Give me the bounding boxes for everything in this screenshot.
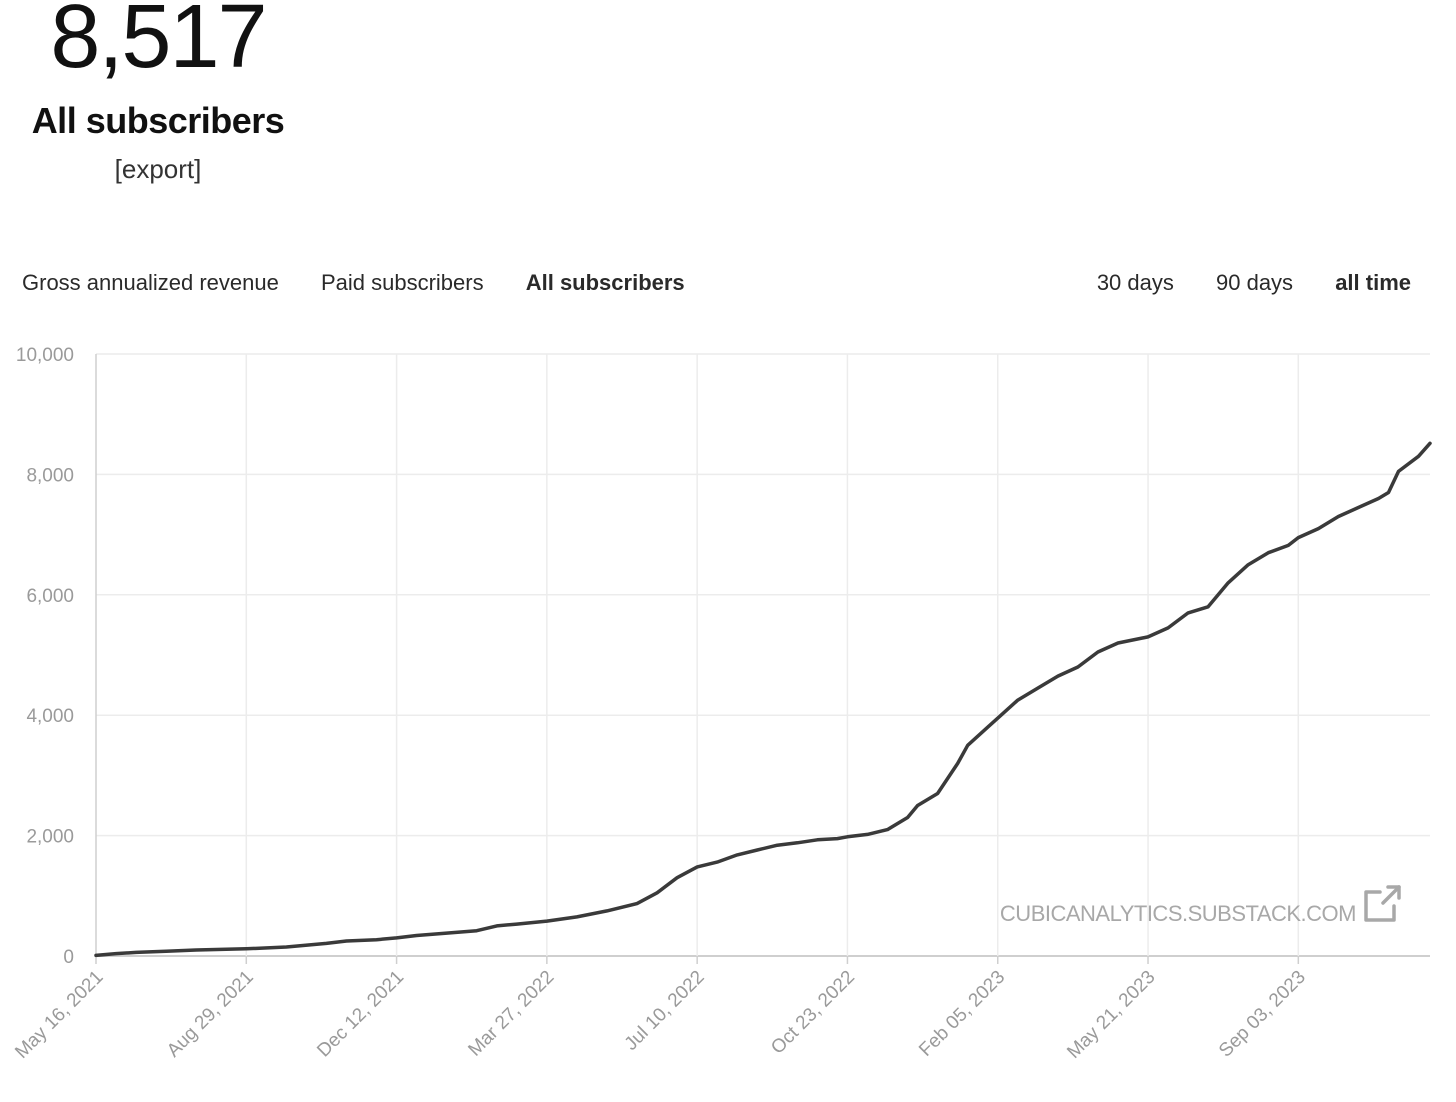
y-tick-label: 10,000 bbox=[16, 345, 74, 366]
y-tick-label: 6,000 bbox=[26, 586, 74, 607]
x-axis-ticks: May 16, 2021 Aug 29, 2021 Dec 12, 2021 Mar … bbox=[11, 967, 1310, 1063]
x-tick-label: Sep 03, 2023 bbox=[1215, 967, 1310, 1062]
x-tick-label: Mar 27, 2022 bbox=[464, 967, 558, 1061]
x-tick-label: Oct 23, 2022 bbox=[767, 967, 859, 1059]
tab-gross-annualized-revenue[interactable]: Gross annualized revenue bbox=[22, 270, 279, 295]
range-all-time[interactable]: all time bbox=[1335, 270, 1411, 295]
range-tabs: 30 days 90 days all time bbox=[1061, 270, 1411, 296]
tab-all-subscribers[interactable]: All subscribers bbox=[525, 270, 685, 295]
range-90-days[interactable]: 90 days bbox=[1216, 270, 1294, 295]
x-tick-label: May 21, 2023 bbox=[1063, 967, 1159, 1063]
x-tick-label: May 16, 2021 bbox=[11, 967, 107, 1063]
watermark-text: CUBICANALYTICS.SUBSTACK.COM bbox=[1000, 901, 1356, 926]
x-tick-label: Feb 05, 2023 bbox=[915, 967, 1009, 1061]
x-tick-label: Jul 10, 2022 bbox=[621, 967, 709, 1055]
external-link-icon[interactable] bbox=[1364, 885, 1401, 922]
range-30-days[interactable]: 30 days bbox=[1096, 270, 1174, 295]
subscriber-count: 8,517 bbox=[50, 0, 267, 87]
export-link[interactable]: [export] bbox=[114, 154, 202, 184]
metric-tabs: Gross annualized revenue Paid subscriber… bbox=[22, 270, 721, 296]
y-tick-label: 8,000 bbox=[26, 465, 74, 486]
tab-paid-subscribers[interactable]: Paid subscribers bbox=[320, 270, 484, 295]
x-tick-label: Aug 29, 2021 bbox=[163, 967, 258, 1062]
x-tick-label: Dec 12, 2021 bbox=[313, 967, 408, 1062]
y-tick-label: 2,000 bbox=[26, 827, 74, 848]
chart-grid bbox=[95, 353, 1430, 964]
series-line-all-subscribers bbox=[94, 441, 1432, 958]
metric-title: All subscribers bbox=[31, 100, 285, 141]
y-axis-ticks: 0 2,000 4,000 6,000 8,000 10,000 bbox=[16, 345, 74, 968]
y-tick-label: 4,000 bbox=[26, 706, 74, 727]
y-tick-label: 0 bbox=[63, 947, 74, 968]
